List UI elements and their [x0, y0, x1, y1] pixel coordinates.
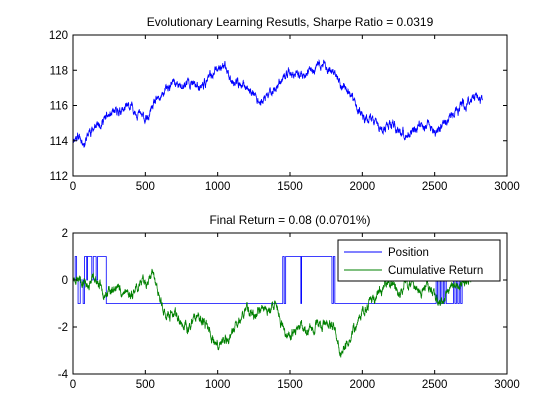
x-tick-label: 500 — [136, 379, 155, 391]
y-tick-label: 116 — [50, 101, 68, 113]
x-tick-label: 3000 — [494, 181, 520, 193]
y-tick-label: 118 — [50, 65, 68, 77]
chart-1: 0 500 1000 1500 2000 2500 3000 112 114 116 118 120 E… — [49, 15, 520, 193]
x-tick-label: 1500 — [277, 379, 303, 391]
x-tick-label: 2500 — [422, 181, 448, 193]
x-tick-label: 3000 — [494, 379, 520, 391]
x-tick-label: 0 — [70, 181, 76, 193]
y-tick-label: -4 — [58, 369, 69, 381]
legend-label: Cumulative Return — [388, 265, 483, 277]
y-tick-label: 0 — [62, 275, 68, 287]
plot-area — [73, 35, 507, 176]
y-tick-label: 114 — [50, 136, 69, 148]
x-tick-label: 1500 — [277, 181, 303, 193]
legend: Position Cumulative Return — [337, 239, 501, 282]
series-line-position — [73, 256, 464, 304]
y-tick-label: 120 — [49, 30, 68, 42]
chart-title: Evolutionary Learning Resutls, Sharpe Ra… — [147, 15, 434, 29]
x-tick-label: 0 — [70, 379, 76, 391]
x-tick-label: 1000 — [205, 379, 231, 391]
chart-2: 0 500 1000 1500 2000 2500 3000 -4 -2 0 2 Final Retu… — [58, 213, 520, 391]
x-tick-label: 500 — [136, 181, 155, 193]
x-tick-label: 1000 — [205, 181, 231, 193]
x-tick-label: 2000 — [350, 181, 376, 193]
x-tick-label: 2500 — [422, 379, 448, 391]
series-line-1-1 — [73, 58, 483, 148]
chart-title: Final Return = 0.08 (0.0701%) — [209, 213, 370, 227]
y-tick-label: 112 — [50, 171, 68, 183]
y-tick-label: 2 — [62, 228, 68, 240]
legend-box — [337, 239, 501, 282]
y-tick-label: -2 — [58, 322, 68, 334]
x-tick-label: 2000 — [350, 379, 376, 391]
legend-label: Position — [388, 247, 429, 259]
